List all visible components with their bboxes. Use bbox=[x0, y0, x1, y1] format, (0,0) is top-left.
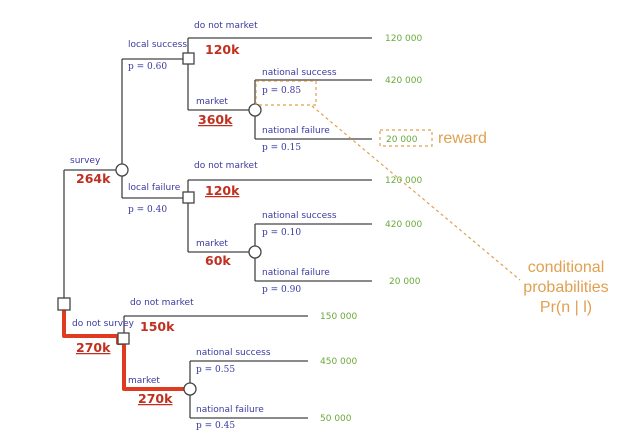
prob-ls-national-success: p = 0.85 bbox=[262, 86, 301, 96]
label-ls-market: market bbox=[196, 97, 228, 107]
label-ls-national-failure: national failure bbox=[262, 126, 330, 136]
payoff-ns-m-nf: 50 000 bbox=[320, 414, 352, 424]
payoffs: 120 000 420 000 20 000 120 000 420 000 2… bbox=[320, 34, 422, 424]
value-survey: 264k bbox=[76, 171, 111, 186]
conditional-probability-box bbox=[255, 80, 317, 106]
chance-node-ns-market bbox=[183, 382, 197, 396]
value-lf-market: 60k bbox=[205, 253, 231, 268]
label-ns-national-success: national success bbox=[196, 348, 271, 358]
value-lf-do-not-market: 120k bbox=[205, 183, 240, 198]
annotations: reward conditional probabilities Pr(n | … bbox=[438, 130, 609, 316]
prob-lf-national-success: p = 0.10 bbox=[262, 228, 301, 238]
chance-node-survey bbox=[115, 163, 129, 177]
branch-labels: survey do not survey local success local… bbox=[70, 21, 337, 415]
decision-node-no-survey bbox=[117, 332, 130, 345]
label-lf-national-success: national success bbox=[262, 211, 337, 221]
expected-values: 264k 120k 360k 120k 60k 150k 270k 270k bbox=[76, 42, 240, 406]
annotation-conditional-line1: conditional bbox=[528, 259, 605, 276]
payoff-lf-m-nf: 20 000 bbox=[389, 277, 421, 287]
label-local-failure: local failure bbox=[128, 183, 181, 193]
label-lf-national-failure: national failure bbox=[262, 268, 330, 278]
prob-lf-national-failure: p = 0.90 bbox=[262, 285, 301, 295]
payoff-ns-dnm: 150 000 bbox=[320, 312, 357, 322]
chance-node-lf-market bbox=[248, 245, 262, 259]
value-ns-market: 270k bbox=[138, 391, 173, 406]
annotation-reward: reward bbox=[438, 130, 487, 147]
label-ns-do-not-market: do not market bbox=[130, 298, 194, 308]
label-ns-national-failure: national failure bbox=[196, 405, 264, 415]
value-ls-do-not-market: 120k bbox=[205, 42, 240, 57]
reward-box bbox=[379, 129, 433, 147]
value-ls-market: 360k bbox=[198, 112, 233, 127]
value-ns-do-not-market: 150k bbox=[140, 319, 175, 334]
payoff-lf-m-ns: 420 000 bbox=[385, 220, 422, 230]
label-ls-national-success: national success bbox=[262, 68, 337, 78]
label-lf-market: market bbox=[196, 239, 228, 249]
payoff-ns-m-ns: 450 000 bbox=[320, 357, 357, 367]
prob-ns-national-success: p = 0.55 bbox=[196, 365, 235, 375]
prob-local-failure: p = 0.40 bbox=[128, 205, 167, 215]
decision-node-local-success bbox=[182, 52, 195, 65]
tree-nodes bbox=[57, 52, 262, 396]
annotation-conditional-line2: probabilities bbox=[523, 279, 608, 296]
decision-node-local-failure bbox=[182, 191, 195, 204]
conditional-probability-leader bbox=[311, 105, 521, 281]
payoff-lf-dnm: 120 000 bbox=[385, 176, 422, 186]
value-do-not-survey: 270k bbox=[76, 340, 111, 355]
label-do-not-survey: do not survey bbox=[72, 319, 135, 329]
payoff-ls-m-ns: 420 000 bbox=[385, 76, 422, 86]
label-ns-market: market bbox=[128, 376, 160, 386]
label-lf-do-not-market: do not market bbox=[194, 161, 258, 171]
label-ls-do-not-market: do not market bbox=[194, 21, 258, 31]
label-survey: survey bbox=[70, 156, 101, 166]
label-local-success: local success bbox=[128, 40, 187, 50]
payoff-ls-m-nf: 20 000 bbox=[386, 135, 418, 145]
prob-ls-national-failure: p = 0.15 bbox=[262, 143, 301, 153]
chance-node-ls-market bbox=[248, 103, 262, 117]
prob-ns-national-failure: p = 0.45 bbox=[196, 421, 235, 431]
payoff-ls-dnm: 120 000 bbox=[385, 34, 422, 44]
prob-local-success: p = 0.60 bbox=[128, 62, 167, 72]
annotation-conditional-line3: Pr(n | l) bbox=[540, 299, 592, 316]
probability-labels: p = 0.60 p = 0.40 p = 0.85 p = 0.15 p = … bbox=[128, 62, 301, 431]
decision-node-root bbox=[57, 297, 71, 311]
